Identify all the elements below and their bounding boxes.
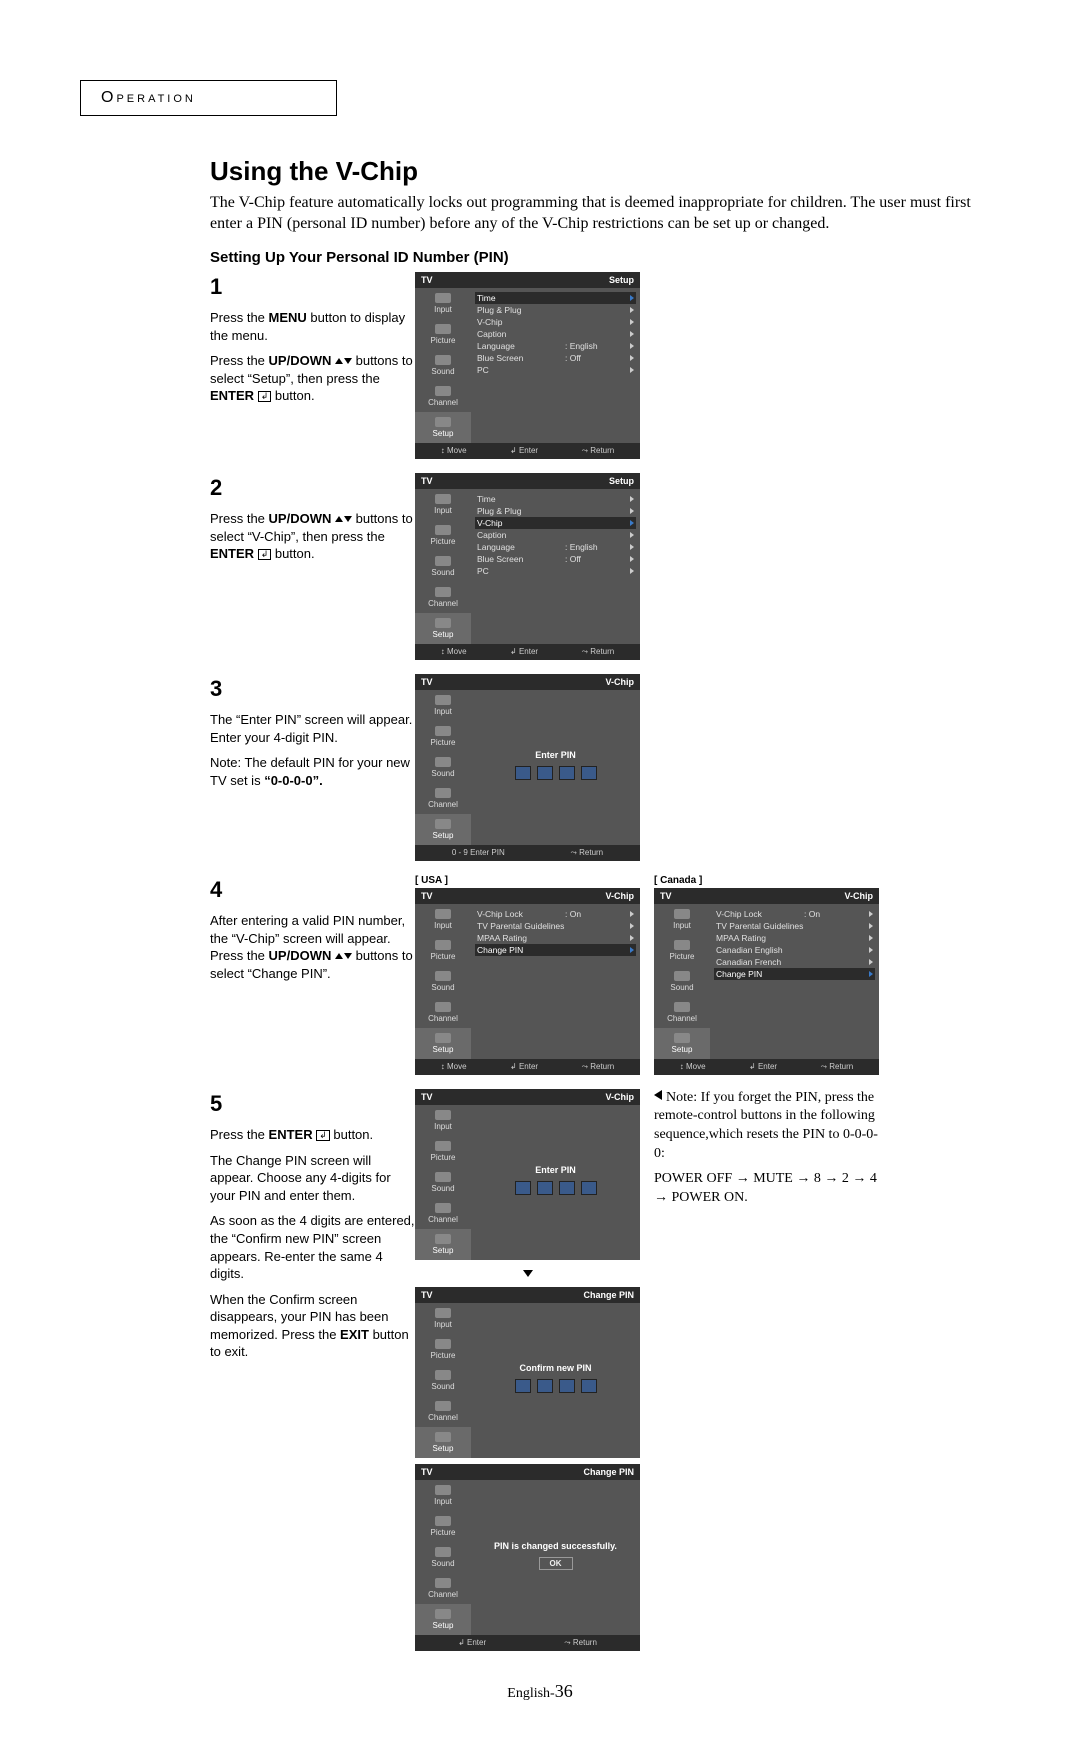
step-number: 3 [210,674,415,704]
step-para: Press the MENU button to display the men… [210,309,415,344]
step-para: Press the ENTER ↲ button. [210,1126,415,1144]
step-2: 2 Press the UP/DOWN buttons to select “V… [210,473,1000,660]
step-para: Press the UP/DOWN buttons to select “Set… [210,352,415,405]
manual-page: Operation Using the V-Chip The V-Chip fe… [0,0,1080,1742]
intro-text: The V-Chip feature automatically locks o… [210,193,1000,235]
step-para: Note: The default PIN for your new TV se… [210,754,415,789]
step-3: 3 The “Enter PIN” screen will appear. En… [210,674,1000,861]
step-number: 5 [210,1089,415,1119]
subtitle: Setting Up Your Personal ID Number (PIN) [210,249,1000,266]
step-para: When the Confirm screen disappears, your… [210,1291,415,1361]
page-title: Using the V-Chip [210,156,1000,187]
step-text: 5 Press the ENTER ↲ button. The Change P… [210,1089,415,1369]
osd-region-label: [ USA ] [415,875,640,886]
down-icon [344,358,352,364]
step-number: 1 [210,272,415,302]
step-para: Press the UP/DOWN buttons to select “V-C… [210,510,415,563]
forgot-pin-note: Note: If you forget the PIN, press the r… [654,1089,884,1208]
page-number: English-36 [70,1681,1010,1702]
osd-pin-success: TVChange PINInputPictureSoundChannelSetu… [415,1464,640,1651]
step-text: 3 The “Enter PIN” screen will appear. En… [210,674,415,798]
step-para: The Change PIN screen will appear. Choos… [210,1152,415,1205]
content: Using the V-Chip The V-Chip feature auto… [210,156,1000,1651]
enter-icon: ↲ [258,391,272,402]
section-tab: Operation [80,80,337,116]
osd-vchip-canada: TVV-ChipInputPictureSoundChannelSetupV-C… [654,888,879,1075]
step-1: 1 Press the MENU button to display the m… [210,272,1000,459]
osd-setup: TVSetupInputPictureSoundChannelSetupTime… [415,473,640,660]
step-text: 1 Press the MENU button to display the m… [210,272,415,413]
osd-confirm-pin: TVChange PINInputPictureSoundChannelSetu… [415,1287,640,1458]
step-text: 2 Press the UP/DOWN buttons to select “V… [210,473,415,571]
down-icon [344,953,352,959]
up-icon [335,953,343,959]
step-number: 4 [210,875,415,905]
step-para: The “Enter PIN” screen will appear. Ente… [210,711,415,746]
osd-enter-pin: TVV-ChipInputPictureSoundChannelSetupEnt… [415,1089,640,1260]
enter-icon: ↲ [316,1130,330,1141]
step-number: 2 [210,473,415,503]
down-icon [344,516,352,522]
section-label: Operation [101,89,196,106]
step-text: 4 After entering a valid PIN number, the… [210,875,415,991]
enter-icon: ↲ [258,549,272,560]
osd-region-label: [ Canada ] [654,875,879,886]
step-para: As soon as the 4 digits are entered, the… [210,1212,415,1282]
step-5: 5 Press the ENTER ↲ button. The Change P… [210,1089,1000,1651]
osd-setup: TVSetupInputPictureSoundChannelSetupTime… [415,272,640,459]
note-triangle-icon [654,1090,662,1100]
up-icon [335,516,343,522]
step-para: After entering a valid PIN number, the “… [210,912,415,982]
down-arrow-icon [523,1270,533,1277]
step-4: 4 After entering a valid PIN number, the… [210,875,1000,1075]
osd-vchip-usa: TVV-ChipInputPictureSoundChannelSetupV-C… [415,888,640,1075]
up-icon [335,358,343,364]
osd-enter-pin: TVV-ChipInputPictureSoundChannelSetupEnt… [415,674,640,861]
